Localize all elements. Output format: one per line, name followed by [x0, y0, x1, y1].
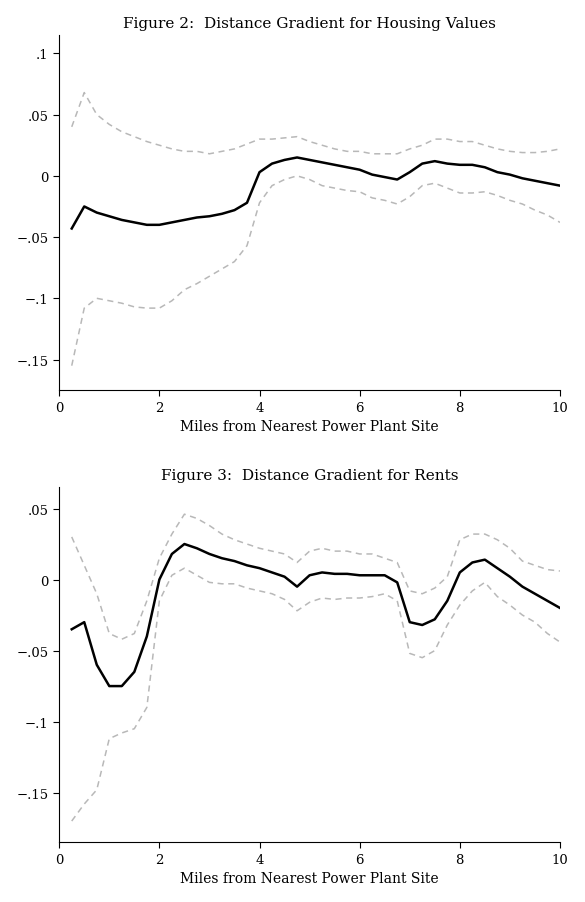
Title: Figure 2:  Distance Gradient for Housing Values: Figure 2: Distance Gradient for Housing …: [123, 16, 496, 31]
X-axis label: Miles from Nearest Power Plant Site: Miles from Nearest Power Plant Site: [180, 871, 439, 886]
X-axis label: Miles from Nearest Power Plant Site: Miles from Nearest Power Plant Site: [180, 419, 439, 434]
Title: Figure 3:  Distance Gradient for Rents: Figure 3: Distance Gradient for Rents: [161, 468, 458, 483]
